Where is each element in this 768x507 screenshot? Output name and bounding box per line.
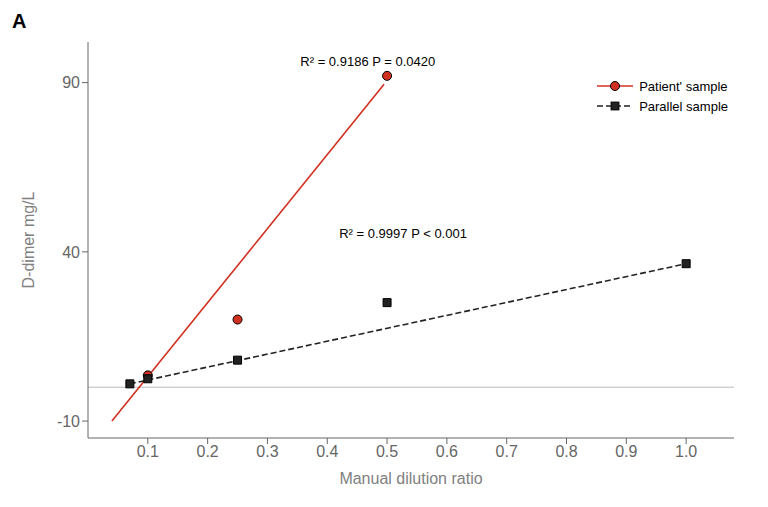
svg-text:-10: -10 (57, 413, 80, 430)
svg-text:1.0: 1.0 (675, 443, 697, 460)
svg-text:0.2: 0.2 (197, 443, 219, 460)
svg-text:R² = 0.9186 P = 0.0420: R² = 0.9186 P = 0.0420 (300, 54, 435, 69)
svg-text:D-dimer mg/L: D-dimer mg/L (20, 191, 37, 288)
svg-text:0.1: 0.1 (137, 443, 159, 460)
svg-text:90: 90 (62, 74, 80, 91)
html-text:Parallel sample: Parallel sample (639, 98, 728, 114)
html-text:Patient' sample: Patient' sample (639, 78, 728, 94)
svg-text:0.7: 0.7 (496, 443, 518, 460)
svg-text:0.6: 0.6 (436, 443, 458, 460)
svg-text:0.8: 0.8 (555, 443, 577, 460)
svg-text:R² = 0.9997 P < 0.001: R² = 0.9997 P < 0.001 (339, 226, 467, 241)
html-text:A: A (12, 10, 27, 32)
svg-text:0.3: 0.3 (256, 443, 278, 460)
svg-text:0.9: 0.9 (615, 443, 637, 460)
svg-text:0.4: 0.4 (316, 443, 338, 460)
svg-text:0.5: 0.5 (376, 443, 398, 460)
svg-text:Manual dilution ratio: Manual dilution ratio (339, 470, 482, 487)
svg-text:40: 40 (62, 244, 80, 261)
